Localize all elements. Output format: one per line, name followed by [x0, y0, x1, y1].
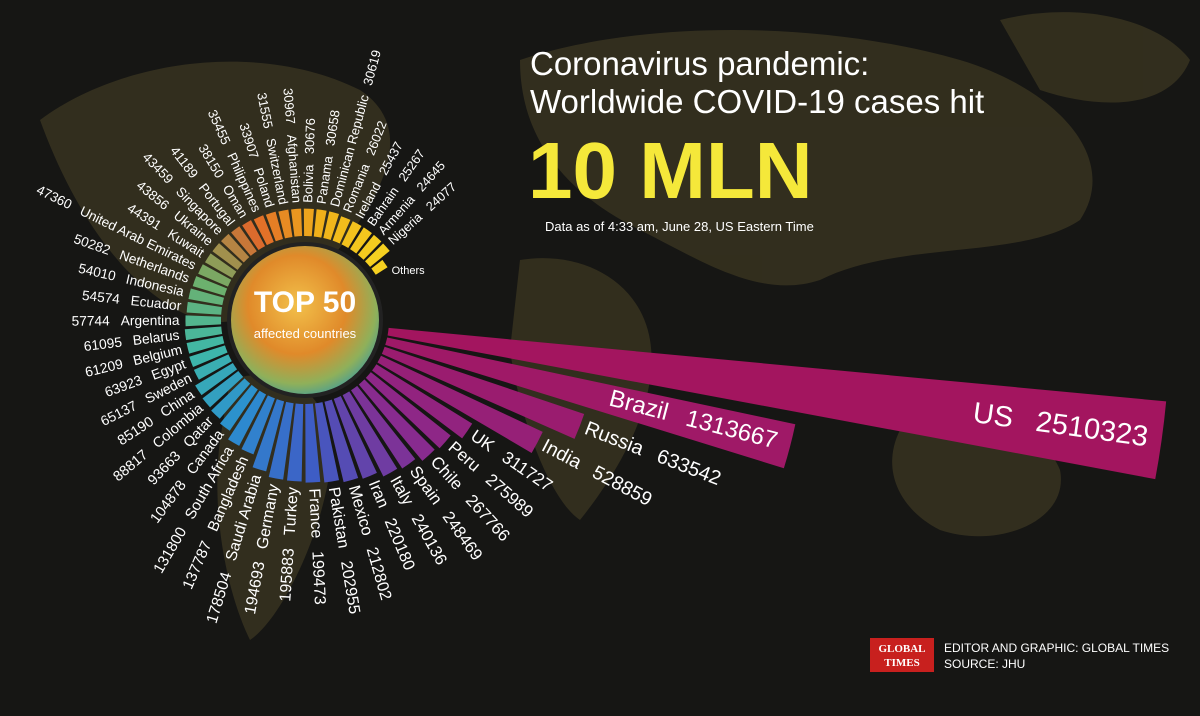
bar — [324, 399, 359, 483]
bar — [184, 326, 223, 341]
category-label: Argentina — [121, 312, 180, 327]
category-label: Bolivia — [301, 163, 317, 202]
bar — [323, 211, 340, 241]
bar — [350, 227, 372, 254]
bar-label: 195883 Turkey — [277, 487, 303, 603]
bar — [341, 221, 362, 248]
value-label: 30676 — [302, 118, 318, 155]
bar — [192, 276, 228, 296]
bar — [314, 402, 340, 483]
value-label: 57744 — [72, 313, 111, 328]
category-label: France — [305, 488, 325, 539]
bar — [357, 234, 382, 260]
bar — [342, 391, 398, 477]
bar — [385, 337, 796, 469]
bar — [221, 233, 250, 263]
bar-label: Bolivia 30676 — [301, 118, 319, 203]
bar — [212, 243, 243, 270]
bar — [241, 395, 275, 455]
logo-box — [870, 638, 934, 672]
value-label: 199473 — [308, 551, 329, 605]
value-label: 195883 — [277, 547, 299, 602]
bar — [313, 209, 327, 238]
title-line: Worldwide COVID-19 cases hit — [530, 83, 984, 120]
bar-label: 30967 Afghanistan — [280, 88, 304, 204]
bar-label: 57744 Argentina — [72, 312, 180, 328]
value-label: 30967 — [280, 88, 298, 125]
bar — [252, 399, 285, 472]
bar — [185, 315, 222, 327]
bar — [204, 253, 237, 278]
bar-label: France 199473 — [305, 488, 329, 605]
bar — [231, 226, 257, 256]
bar — [333, 396, 377, 479]
bar — [381, 346, 585, 439]
category-label: Panama — [314, 154, 336, 205]
bar-label: Panama 30658 — [314, 109, 343, 205]
bar — [202, 371, 244, 408]
credit-editor: EDITOR AND GRAPHIC: GLOBAL TIMES — [944, 641, 1169, 655]
bar — [286, 403, 304, 482]
center-globe — [227, 242, 383, 398]
headline: 10 MLN — [528, 126, 813, 215]
logo-text: GLOBAL — [878, 643, 925, 655]
bar — [188, 288, 225, 306]
bar — [278, 209, 293, 239]
bar — [332, 216, 351, 244]
bar — [228, 390, 267, 446]
value-label: 31555 — [254, 91, 276, 129]
note: Data as of 4:33 am, June 28, US Eastern … — [545, 219, 814, 234]
category-label: Ecuador — [130, 293, 183, 313]
value-label: 30658 — [323, 109, 343, 147]
bar — [220, 384, 258, 431]
bar — [350, 385, 416, 469]
bar — [303, 208, 314, 237]
category-label: US — [971, 397, 1015, 434]
bar-label: 61095 Belarus — [83, 327, 180, 354]
bar — [211, 378, 251, 419]
bar — [195, 363, 238, 396]
bar — [365, 372, 451, 449]
bar — [305, 403, 321, 483]
others-bar — [371, 259, 388, 275]
bar — [193, 354, 232, 380]
center-label: TOP 50 — [254, 286, 356, 319]
bar — [268, 401, 294, 480]
bar — [242, 220, 266, 251]
category-label: Belarus — [132, 327, 180, 348]
category-label: Turkey — [281, 487, 302, 536]
bar — [189, 345, 228, 368]
credit-source: SOURCE: JHU — [944, 657, 1025, 671]
center-sublabel: affected countries — [254, 326, 357, 341]
bar — [291, 208, 303, 237]
title-line: Coronavirus pandemic: — [530, 45, 869, 82]
logo-text: TIMES — [884, 657, 919, 669]
value-label: 61095 — [83, 334, 123, 354]
bar — [377, 355, 543, 453]
bar — [198, 264, 232, 287]
bar-label: 54574 Ecuador — [81, 287, 182, 313]
bar — [186, 336, 225, 354]
bar — [358, 379, 435, 461]
others-label: Others — [392, 265, 426, 277]
bar — [186, 301, 222, 315]
bar — [253, 215, 274, 246]
bar — [372, 364, 473, 439]
bar — [365, 243, 390, 267]
value-label: 54574 — [81, 287, 121, 306]
category-label: Afghanistan — [284, 134, 304, 204]
bar — [265, 211, 283, 242]
bar — [387, 327, 1167, 480]
